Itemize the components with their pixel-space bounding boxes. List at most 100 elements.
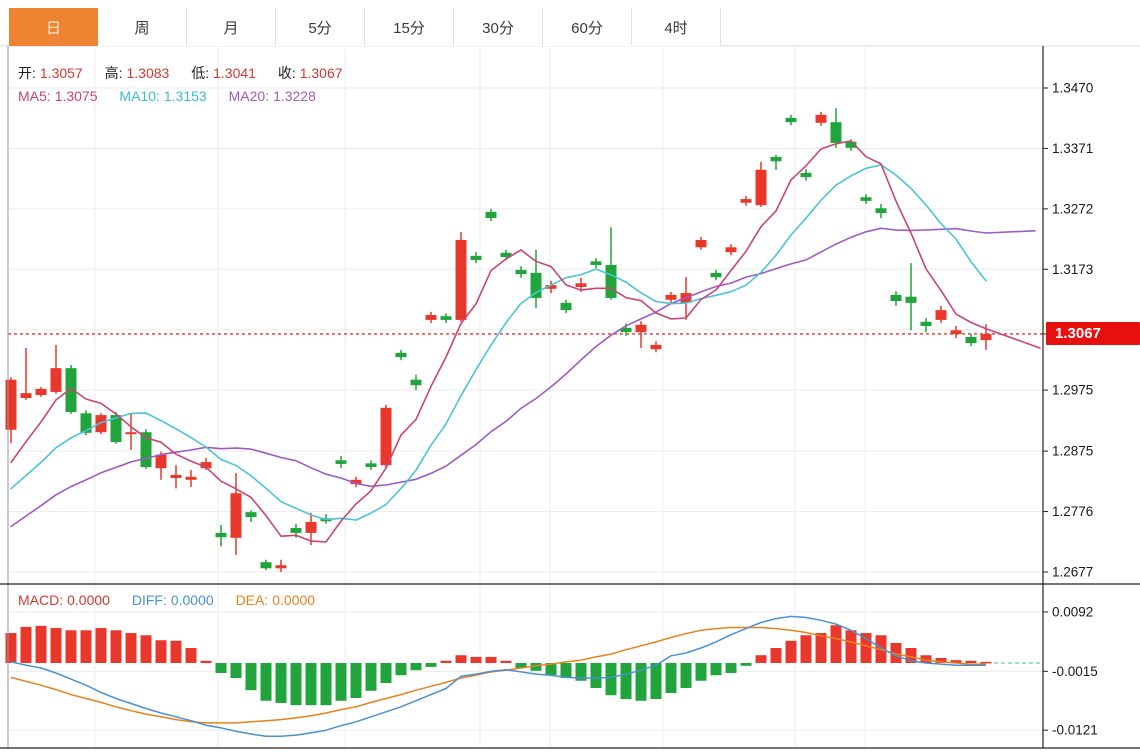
diff-label: DIFF:: [131, 592, 167, 608]
tab-15min[interactable]: 15分: [365, 8, 454, 46]
candle-up: [935, 310, 947, 320]
candle-up: [155, 454, 167, 469]
ma10-value: 1.3153: [163, 88, 207, 104]
macd-bar-negative: [725, 663, 737, 673]
candle-up: [815, 114, 827, 123]
candle-up: [380, 407, 392, 466]
candle-up: [545, 285, 557, 289]
ma5-label: MA5:: [18, 88, 51, 104]
macd-value: 0.0000: [67, 592, 110, 608]
current-price-tag: 1.3067: [1046, 322, 1140, 345]
macd-bar-positive: [125, 633, 137, 663]
tab-30min[interactable]: 30分: [454, 8, 543, 46]
candle-up: [665, 294, 677, 300]
open-value: 1.3057: [39, 65, 83, 81]
price-tick-label: 1.2776: [1052, 504, 1093, 519]
macd-bar-positive: [965, 660, 977, 663]
low-label: 低:: [191, 65, 210, 81]
tab-4hour[interactable]: 4时: [632, 8, 721, 46]
macd-bar-negative: [545, 663, 557, 676]
diff-value: 0.0000: [170, 592, 214, 608]
timeframe-tabbar: 日 周 月 5分 15分 30分 60分 4时: [0, 0, 1140, 46]
macd-bar-positive: [470, 656, 482, 663]
macd-bar-positive: [170, 640, 182, 663]
candle-down: [875, 208, 887, 214]
macd-bar-positive: [155, 640, 167, 663]
candle-up: [695, 239, 707, 248]
candle-down: [920, 321, 932, 327]
tab-month[interactable]: 月: [187, 8, 276, 46]
macd-bar-negative: [620, 663, 632, 700]
candle-up: [350, 479, 362, 485]
tab-60min[interactable]: 60分: [543, 8, 632, 46]
candle-up: [50, 368, 62, 392]
macd-bar-positive: [455, 655, 467, 663]
candle-down: [365, 463, 377, 467]
macd-bar-positive: [770, 648, 782, 663]
macd-bar-positive: [830, 625, 842, 663]
macd-tick-label: -0.0015: [1052, 664, 1098, 679]
macd-bar-positive: [35, 625, 47, 663]
price-tick-label: 1.3470: [1052, 81, 1093, 96]
candle-down: [770, 156, 782, 162]
macd-bar-negative: [515, 663, 527, 668]
candle-down: [410, 379, 422, 386]
ma20-value: 1.3228: [273, 88, 316, 104]
macd-bar-positive: [485, 656, 497, 663]
ma5-line: [10, 140, 1041, 543]
candle-down: [530, 272, 542, 298]
candle-down: [800, 172, 812, 178]
ohlc-legend: 开: 1.3057 高: 1.3083 低: 1.3041 收: 1.3067: [18, 63, 361, 83]
open-label: 开:: [18, 65, 36, 81]
candle-down: [845, 141, 857, 148]
macd-bar-positive: [95, 628, 107, 663]
candle-down: [620, 327, 632, 333]
candle-down: [710, 272, 722, 278]
candle-down: [260, 562, 272, 569]
macd-bar-negative: [635, 663, 647, 701]
macd-bar-negative: [575, 663, 587, 681]
macd-bar-negative: [380, 663, 392, 683]
tab-day[interactable]: 日: [9, 8, 98, 46]
ma20-label: MA20:: [228, 88, 270, 104]
candle-down: [65, 368, 77, 413]
candle-down: [215, 532, 227, 538]
close-value: 1.3067: [299, 65, 343, 81]
dea-label: DEA:: [235, 592, 269, 608]
high-label: 高:: [104, 65, 123, 81]
macd-bar-negative: [320, 663, 332, 706]
macd-bar-negative: [710, 663, 722, 676]
macd-label: MACD:: [18, 592, 64, 608]
macd-bar-negative: [560, 663, 572, 678]
ma10-line: [10, 164, 987, 521]
candle-down: [560, 302, 572, 311]
macd-bar-negative: [680, 663, 692, 688]
tab-5min[interactable]: 5分: [276, 8, 365, 46]
candle-up: [980, 333, 992, 341]
macd-bar-negative: [695, 663, 707, 681]
candle-down: [485, 211, 497, 218]
tab-week[interactable]: 周: [98, 8, 187, 46]
candle-down: [860, 197, 872, 201]
candle-up: [650, 344, 662, 350]
macd-bar-negative: [650, 663, 662, 700]
macd-bar-positive: [890, 643, 902, 663]
macd-bar-negative: [290, 663, 302, 706]
candle-up: [20, 393, 32, 399]
candle-down: [140, 432, 152, 467]
candle-down: [440, 316, 452, 320]
macd-bar-positive: [5, 633, 17, 663]
price-tick-label: 1.2875: [1052, 444, 1093, 459]
candle-down: [290, 528, 302, 533]
candle-down: [470, 255, 482, 261]
macd-bar-positive: [50, 628, 62, 663]
macd-bar-negative: [665, 663, 677, 693]
price-tick-label: 1.3272: [1052, 201, 1093, 216]
macd-bar-negative: [230, 663, 242, 678]
candle-up: [575, 283, 587, 287]
macd-bar-positive: [935, 658, 947, 663]
candle-up: [740, 199, 752, 203]
candle-up: [200, 462, 212, 469]
macd-bar-negative: [410, 663, 422, 671]
